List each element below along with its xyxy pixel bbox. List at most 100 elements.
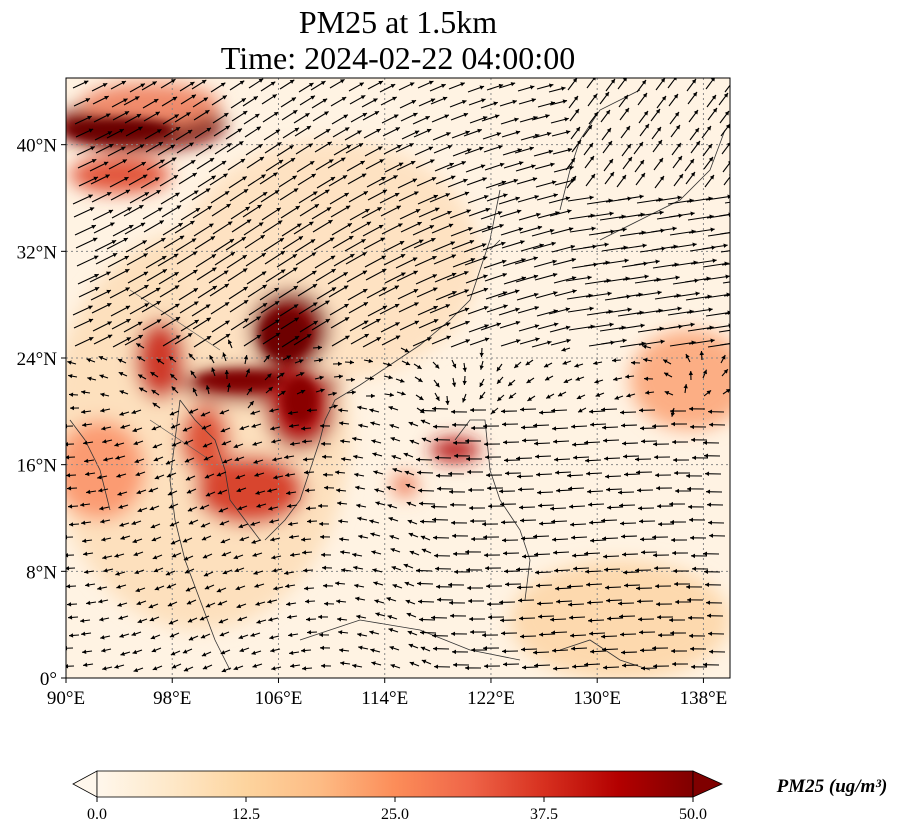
- wind-arrow-head: [605, 585, 610, 590]
- wind-arrow-head: [657, 614, 662, 620]
- wind-arrow-head: [238, 634, 244, 640]
- wind-arrow-head: [357, 632, 362, 637]
- wind-arrow-head: [171, 664, 177, 669]
- wind-arrow-head: [144, 285, 149, 289]
- hotspot-sichuan: [260, 310, 310, 360]
- wind-arrow-head: [688, 504, 693, 510]
- wind-arrow-head: [66, 442, 69, 447]
- wind-arrow-head: [622, 338, 627, 343]
- wind-arrow-head: [324, 485, 329, 490]
- y-tick-label: 40°N: [17, 136, 58, 157]
- wind-arrow-head: [431, 504, 436, 509]
- wind-arrow-head: [624, 472, 629, 477]
- wind-arrow-head: [85, 471, 90, 477]
- wind-arrow-head: [369, 519, 374, 524]
- wind-arrow-head: [303, 457, 308, 462]
- wind-arrow-head: [594, 379, 599, 384]
- wind-arrow-head: [148, 604, 154, 609]
- wind-arrow-head: [302, 439, 307, 444]
- wind-arrow-head: [483, 645, 488, 651]
- wind-arrow-head: [203, 572, 209, 577]
- wind-arrow-head: [149, 617, 155, 622]
- wind-arrow-head: [169, 522, 175, 527]
- wind-arrow-head: [290, 441, 295, 447]
- wind-arrow-shaft: [705, 195, 730, 201]
- wind-arrow-head: [285, 583, 290, 589]
- wind-arrow-head: [522, 438, 527, 443]
- wind-arrow-head: [469, 505, 474, 511]
- wind-arrow-head: [392, 96, 397, 101]
- wind-arrow-head: [128, 225, 134, 229]
- wind-arrow-head: [251, 423, 256, 428]
- wind-arrow-head: [267, 599, 272, 604]
- colorbar-extend-max: [692, 770, 723, 798]
- wind-arrow-head: [432, 406, 437, 411]
- wind-vectors: [66, 78, 730, 673]
- wind-arrow-head: [587, 125, 592, 130]
- wind-arrow-head: [239, 425, 245, 431]
- wind-arrow-head: [106, 303, 112, 308]
- wind-arrow-head: [642, 243, 647, 248]
- wind-arrow-head: [601, 518, 606, 523]
- wind-arrow-head: [510, 82, 516, 87]
- wind-arrow-head: [448, 582, 453, 588]
- wind-arrow-head: [449, 489, 454, 495]
- wind-arrow-head: [253, 96, 258, 101]
- wind-arrow-head: [81, 631, 86, 636]
- wind-arrow-head: [416, 457, 421, 462]
- wind-arrow-head: [340, 661, 345, 666]
- wind-arrow-head: [498, 145, 503, 150]
- wind-arrow-head: [686, 473, 691, 479]
- wind-arrow-head: [237, 128, 242, 133]
- wind-arrow-head: [514, 289, 520, 294]
- wind-arrow-head: [636, 586, 641, 591]
- wind-arrow-head: [589, 156, 594, 161]
- wind-arrow-head: [348, 236, 354, 241]
- wind-arrow-head: [278, 159, 284, 164]
- wind-arrow-head: [605, 474, 610, 479]
- wind-arrow-head: [257, 144, 263, 149]
- wind-arrow-head: [290, 552, 295, 558]
- wind-arrow-head: [708, 631, 713, 636]
- wind-arrow-head: [344, 317, 350, 322]
- wind-arrow-head: [88, 194, 93, 199]
- wind-arrow-head: [690, 535, 695, 541]
- wind-arrow-head: [183, 556, 189, 561]
- wind-arrow-head: [411, 100, 417, 105]
- wind-arrow-head: [555, 470, 560, 475]
- wind-arrow-head: [432, 633, 437, 638]
- wind-arrow-head: [68, 615, 73, 620]
- y-tick-label: 8°N: [26, 562, 57, 583]
- wind-arrow-head: [246, 219, 252, 224]
- wind-arrow-head: [388, 375, 393, 380]
- wind-arrow-head: [692, 455, 697, 461]
- wind-arrow-head: [639, 194, 644, 199]
- wind-arrow-head: [289, 650, 294, 656]
- wind-arrow-head: [505, 471, 510, 476]
- wind-arrow-head: [321, 663, 326, 669]
- wind-arrow-head: [708, 520, 713, 525]
- wind-arrow-head: [363, 191, 368, 196]
- wind-arrow-head: [224, 283, 229, 288]
- coast-japan: [599, 129, 726, 241]
- wind-arrow-head: [575, 127, 580, 132]
- wind-arrow-head: [142, 174, 148, 179]
- wind-arrow-head: [573, 96, 578, 101]
- wind-arrow-head: [106, 192, 112, 197]
- wind-arrow-shaft: [566, 294, 593, 300]
- wind-arrow-head: [343, 272, 348, 277]
- wind-arrow-shaft: [618, 324, 645, 330]
- wind-arrow-head: [320, 534, 325, 540]
- wind-arrow-head: [447, 210, 452, 215]
- wind-arrow-head: [395, 322, 400, 327]
- wind-arrow-head: [494, 114, 500, 119]
- wind-arrow-head: [268, 506, 273, 511]
- wind-arrow-head: [332, 391, 337, 396]
- wind-arrow-head: [692, 92, 697, 97]
- wind-arrow-head: [151, 537, 157, 542]
- wind-arrow-head: [514, 117, 519, 122]
- wind-arrow-head: [645, 390, 650, 395]
- wind-arrow-head: [488, 614, 493, 620]
- wind-arrow-head: [654, 565, 659, 571]
- wind-arrow-head: [201, 79, 207, 84]
